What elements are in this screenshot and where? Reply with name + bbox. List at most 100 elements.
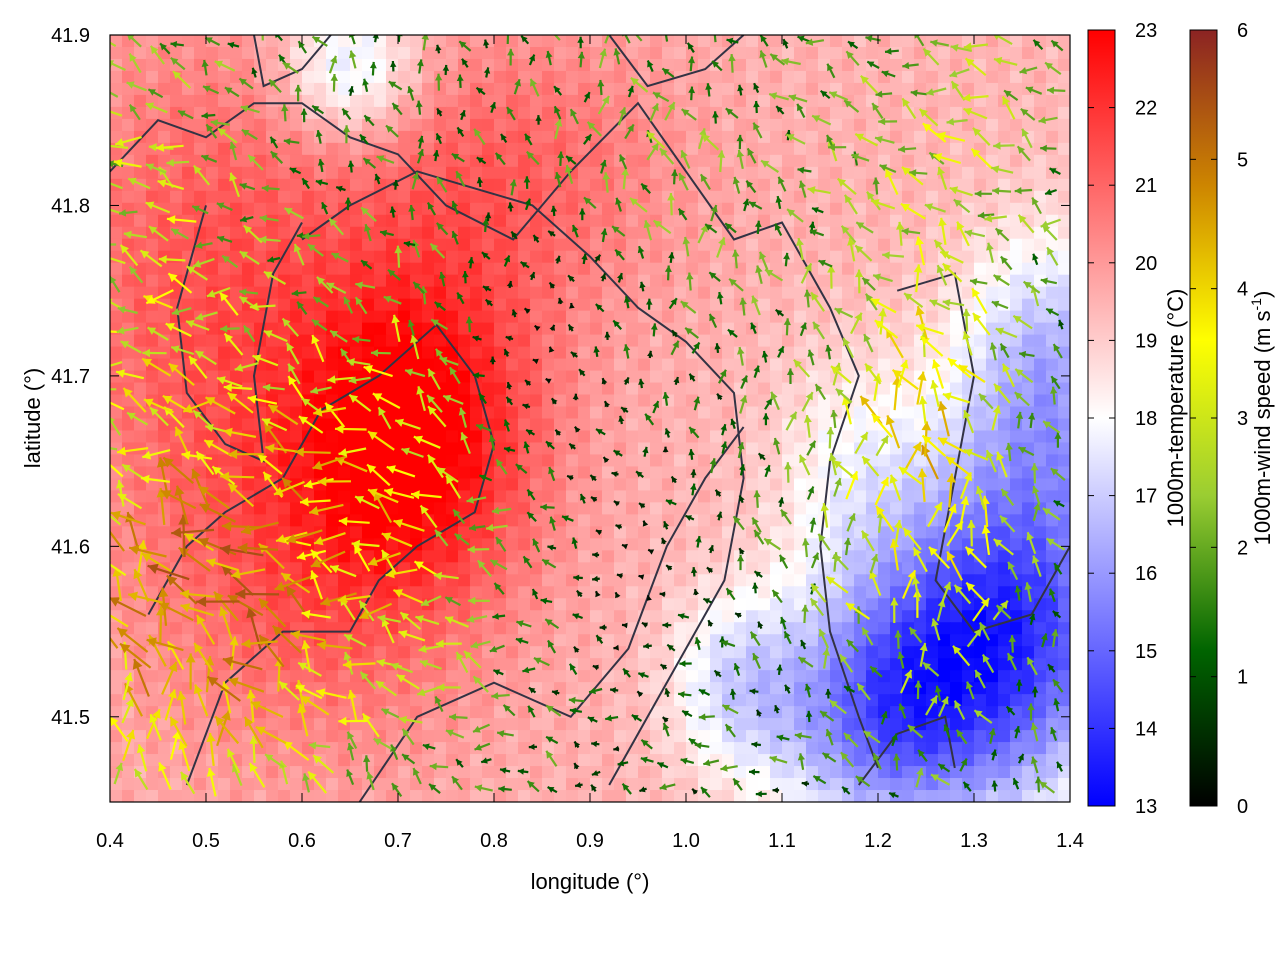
heatmap-cell bbox=[350, 766, 363, 779]
heatmap-cell bbox=[722, 202, 735, 216]
heatmap-cell bbox=[254, 406, 267, 420]
heatmap-cell bbox=[962, 526, 975, 539]
heatmap-cell bbox=[326, 46, 339, 60]
heatmap-cell bbox=[218, 778, 231, 791]
heatmap-cell bbox=[674, 466, 687, 480]
heatmap-cell bbox=[938, 658, 951, 671]
heatmap-cell bbox=[710, 70, 723, 84]
heatmap-cell bbox=[326, 35, 339, 48]
heatmap-cell bbox=[758, 106, 771, 120]
heatmap-cell bbox=[686, 766, 699, 779]
heatmap-cell bbox=[410, 226, 423, 240]
heatmap-cell bbox=[566, 550, 579, 563]
heatmap-cell bbox=[386, 670, 399, 683]
heatmap-cell bbox=[674, 94, 687, 108]
heatmap-cell bbox=[614, 382, 627, 396]
heatmap-cell bbox=[914, 154, 927, 168]
heatmap-cell bbox=[806, 622, 819, 635]
heatmap-cell bbox=[1058, 58, 1070, 72]
heatmap-cell bbox=[518, 538, 531, 551]
heatmap-cell bbox=[194, 778, 207, 791]
heatmap-cell bbox=[1034, 310, 1047, 324]
heatmap-cell bbox=[746, 154, 759, 168]
heatmap-cell bbox=[758, 358, 771, 372]
heatmap-cell bbox=[818, 178, 831, 192]
heatmap-cell bbox=[746, 190, 759, 204]
heatmap-cell bbox=[470, 274, 483, 288]
heatmap-cell bbox=[422, 214, 435, 228]
heatmap-cell bbox=[338, 682, 351, 695]
heatmap-cell bbox=[458, 370, 471, 384]
heatmap-cell bbox=[650, 646, 663, 659]
heatmap-cell bbox=[290, 190, 303, 204]
heatmap-cell bbox=[1010, 454, 1023, 468]
heatmap-cell bbox=[830, 562, 843, 575]
heatmap-cell bbox=[638, 70, 651, 84]
heatmap-cell bbox=[674, 226, 687, 240]
heatmap-cell bbox=[1046, 334, 1059, 348]
heatmap-cell bbox=[494, 214, 507, 228]
heatmap-cell bbox=[194, 670, 207, 683]
heatmap-cell bbox=[554, 670, 567, 683]
heatmap-cell bbox=[1058, 394, 1070, 408]
heatmap-cell bbox=[1034, 646, 1047, 659]
heatmap-cell bbox=[890, 442, 903, 456]
heatmap-cell bbox=[374, 646, 387, 659]
heatmap-cell bbox=[230, 70, 243, 84]
heatmap-cell bbox=[458, 466, 471, 480]
heatmap-cell bbox=[782, 574, 795, 587]
heatmap-cell bbox=[674, 598, 687, 611]
heatmap-cell bbox=[806, 130, 819, 144]
heatmap-cell bbox=[710, 742, 723, 755]
heatmap-cell bbox=[794, 622, 807, 635]
heatmap-cell bbox=[482, 634, 495, 647]
heatmap-cell bbox=[278, 262, 291, 276]
heatmap-cell bbox=[986, 82, 999, 96]
heatmap-cell bbox=[866, 118, 879, 132]
heatmap-cell bbox=[362, 514, 375, 527]
heatmap-cell bbox=[458, 574, 471, 587]
heatmap-cell bbox=[734, 382, 747, 396]
heatmap-cell bbox=[686, 694, 699, 707]
heatmap-cell bbox=[794, 526, 807, 539]
heatmap-cell bbox=[266, 58, 279, 72]
heatmap-cell bbox=[494, 382, 507, 396]
heatmap-cell bbox=[434, 610, 447, 623]
heatmap-cell bbox=[698, 730, 711, 743]
heatmap-cell bbox=[578, 670, 591, 683]
heatmap-cell bbox=[338, 622, 351, 635]
heatmap-cell bbox=[914, 202, 927, 216]
heatmap-cell bbox=[602, 214, 615, 228]
heatmap-cell bbox=[278, 94, 291, 108]
heatmap-cell bbox=[326, 178, 339, 192]
heatmap-cell bbox=[158, 214, 171, 228]
heatmap-cell bbox=[518, 322, 531, 336]
heatmap-cell bbox=[1046, 46, 1059, 60]
heatmap-cell bbox=[950, 406, 963, 420]
heatmap-cell bbox=[566, 214, 579, 228]
heatmap-cell bbox=[110, 262, 123, 276]
heatmap-cell bbox=[626, 766, 639, 779]
heatmap-cell bbox=[302, 514, 315, 527]
heatmap-cell bbox=[650, 466, 663, 480]
heatmap-cell bbox=[626, 142, 639, 156]
heatmap-cell bbox=[986, 694, 999, 707]
heatmap-cell bbox=[974, 346, 987, 360]
heatmap-cell bbox=[710, 430, 723, 444]
heatmap-cell bbox=[134, 526, 147, 539]
heatmap-cell bbox=[542, 346, 555, 360]
heatmap-cell bbox=[1022, 478, 1035, 491]
heatmap-cell bbox=[650, 490, 663, 503]
heatmap-cell bbox=[530, 550, 543, 563]
heatmap-cell bbox=[554, 766, 567, 779]
heatmap-cell bbox=[650, 526, 663, 539]
heatmap-cell bbox=[566, 118, 579, 132]
heatmap-cell bbox=[638, 334, 651, 348]
heatmap-cell bbox=[734, 502, 747, 515]
heatmap-cell bbox=[770, 478, 783, 491]
heatmap-cell bbox=[326, 226, 339, 240]
heatmap-cell bbox=[662, 46, 675, 60]
heatmap-cell bbox=[686, 142, 699, 156]
heatmap-cell bbox=[302, 202, 315, 216]
heatmap-cell bbox=[914, 610, 927, 623]
